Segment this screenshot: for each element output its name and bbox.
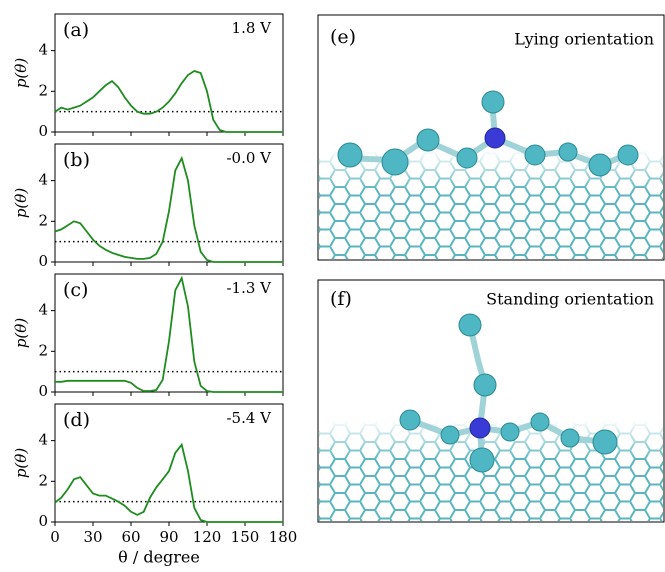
data-line (54, 442, 283, 523)
y-tick-label: 4 (38, 41, 48, 59)
panel-label: (e) (330, 26, 356, 48)
panel-caption: Lying orientation (514, 30, 654, 49)
x-tick-label: 150 (231, 528, 260, 546)
y-tick-label: 4 (38, 171, 48, 189)
x-tick-label: 90 (159, 528, 178, 546)
data-line (55, 275, 283, 393)
panel-label: (f) (330, 288, 352, 310)
y-tick-label: 0 (38, 252, 48, 270)
y-tick-label: 0 (38, 382, 48, 400)
data-line (54, 155, 283, 263)
y-tick-label: 2 (38, 211, 48, 229)
y-tick-label: 4 (38, 431, 48, 449)
y-tick-label: 2 (38, 471, 48, 489)
panel-caption: Standing orientation (486, 290, 654, 309)
annotation: -0.0 V (226, 149, 272, 167)
data-line (54, 70, 283, 133)
x-axis-label: θ / degree (118, 548, 200, 567)
y-tick-label: 2 (38, 341, 48, 359)
panel-label: (b) (63, 149, 90, 171)
panel-e (317, 14, 665, 261)
panel-label: (a) (63, 19, 89, 41)
y-axis-label: p(θ) (12, 188, 30, 218)
x-tick-label: 30 (83, 528, 102, 546)
x-tick-label: 60 (121, 528, 140, 546)
y-tick-label: 0 (38, 512, 48, 530)
annotation: -5.4 V (226, 409, 272, 427)
y-tick-label: 4 (38, 301, 48, 319)
y-tick-label: 2 (38, 81, 48, 99)
x-tick-label: 120 (193, 528, 222, 546)
x-tick-label: 180 (269, 528, 298, 546)
annotation: 1.8 V (232, 19, 273, 37)
y-axis-label: p(θ) (12, 448, 30, 478)
x-tick-label: 0 (50, 528, 60, 546)
panel-label: (c) (63, 279, 88, 301)
panel-f (317, 279, 665, 523)
y-axis-label: p(θ) (12, 318, 30, 348)
panel-label: (d) (63, 409, 90, 431)
y-tick-label: 0 (38, 122, 48, 140)
y-axis-label: p(θ) (12, 58, 30, 88)
annotation: -1.3 V (226, 279, 272, 297)
